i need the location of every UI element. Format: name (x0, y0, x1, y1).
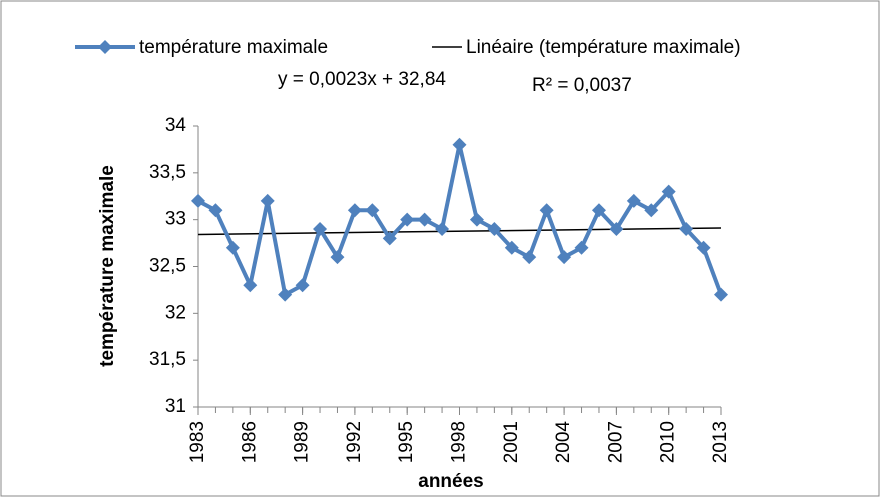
marker (365, 203, 380, 218)
marker (243, 278, 258, 293)
legend-marker (98, 40, 112, 54)
marker (295, 278, 310, 293)
marker (626, 193, 641, 208)
x-tick-label: 2001 (501, 421, 522, 463)
y-tick-label: 33,5 (149, 162, 186, 183)
x-tick-label: 1995 (396, 421, 417, 463)
x-tick-label: 1998 (449, 421, 470, 463)
legend-label: Linéaire (température maximale) (466, 37, 741, 58)
marker (696, 240, 711, 255)
y-tick-label: 33 (165, 209, 186, 230)
x-tick-label: 2007 (605, 421, 626, 463)
marker (260, 193, 275, 208)
marker (609, 222, 624, 237)
marker (313, 222, 328, 237)
marker (557, 250, 572, 265)
x-tick-label: 2004 (553, 421, 574, 464)
marker (487, 222, 502, 237)
marker (417, 212, 432, 227)
marker (469, 212, 484, 227)
y-tick-label: 31,5 (149, 349, 186, 370)
legend-label: température maximale (139, 37, 328, 58)
y-tick-label: 32,5 (149, 256, 186, 277)
marker (382, 231, 397, 246)
marker (225, 240, 240, 255)
marker (330, 250, 345, 265)
trend-equation: y = 0,0023x + 32,84 (278, 69, 446, 90)
marker (714, 287, 728, 302)
y-tick-label: 32 (165, 302, 186, 323)
marker (347, 203, 362, 218)
x-axis-label: années (418, 471, 483, 492)
x-tick-label: 1992 (344, 421, 365, 463)
marker (539, 203, 554, 218)
marker (435, 222, 450, 237)
x-tick-label: 1983 (187, 421, 208, 463)
x-tick-label: 1986 (239, 421, 260, 463)
y-tick-label: 31 (165, 396, 186, 417)
marker (679, 222, 694, 237)
x-tick-label: 1989 (292, 421, 313, 463)
marker (504, 240, 519, 255)
x-tick-label: 2013 (710, 421, 731, 463)
marker (574, 240, 589, 255)
marker (591, 203, 606, 218)
trend-r-squared: R² = 0,0037 (532, 75, 632, 96)
y-axis-label: température maximale (97, 165, 118, 367)
marker (522, 250, 537, 265)
marker (208, 203, 223, 218)
marker (452, 137, 467, 152)
marker (400, 212, 415, 227)
x-tick-label: 2010 (658, 421, 679, 463)
trendline (197, 227, 722, 236)
y-tick-label: 34 (165, 115, 187, 136)
marker (644, 203, 659, 218)
marker (661, 184, 676, 199)
marker (191, 193, 205, 208)
marker (278, 287, 293, 302)
